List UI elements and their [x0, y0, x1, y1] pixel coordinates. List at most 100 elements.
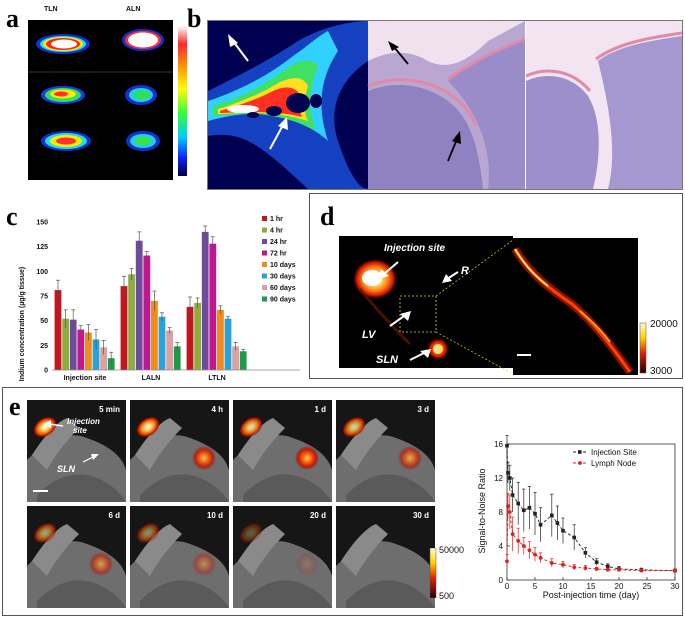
legend-swatch	[262, 273, 267, 279]
y-tick-label: 75	[40, 294, 48, 301]
y-tick-label: 150	[36, 220, 48, 227]
bar-24-hr	[135, 240, 143, 370]
legend-entry: 24 hr	[270, 239, 287, 246]
y-tick-label: 12	[494, 474, 503, 483]
col-label-aln: ALN	[126, 6, 141, 13]
data-point	[527, 548, 532, 553]
x-tick-label: 15	[587, 582, 596, 591]
time-tile: 30 d	[336, 506, 435, 608]
bar-1-hr	[186, 306, 194, 370]
data-point	[527, 505, 532, 510]
data-point	[555, 521, 560, 525]
data-point	[505, 559, 509, 564]
data-point	[583, 551, 588, 555]
data-point	[507, 510, 512, 514]
data-point	[522, 508, 526, 513]
bar-60-days	[100, 347, 107, 370]
snr-line-chart: Signal-to-Noise Ratio Post-injection tim…	[477, 435, 680, 600]
x-tick-label: 0	[505, 582, 510, 591]
label-lv: LV	[362, 329, 376, 341]
data-point	[561, 528, 565, 533]
bar-10-days	[217, 309, 224, 370]
data-point	[506, 504, 510, 508]
bar-30-days	[224, 318, 232, 370]
panel-letter-e: e	[9, 392, 21, 421]
data-point	[521, 544, 526, 548]
col-label-tln: TLN	[44, 6, 58, 13]
bar-90-days	[107, 358, 115, 370]
data-point	[510, 493, 515, 497]
time-label: 3 d	[417, 405, 429, 414]
bar-90-days	[173, 346, 181, 370]
y-tick-label: 125	[36, 244, 48, 251]
legend-entry: 72 hr	[270, 251, 287, 258]
data-point	[538, 556, 543, 560]
y-tick-label: 100	[36, 269, 48, 276]
indium-bar-chart: Indium concentration (µg/g tissue) 0 25 50…	[19, 216, 300, 382]
injection-line-2: site	[73, 426, 87, 435]
bar-30-days	[158, 316, 166, 370]
time-label: 20 d	[309, 511, 326, 520]
time-label: 10 d	[206, 511, 223, 520]
legend-marker	[578, 461, 582, 465]
data-point	[617, 567, 621, 572]
data-point	[639, 568, 644, 573]
data-point	[550, 513, 554, 518]
y-tick-label: 50	[40, 318, 48, 325]
e-scale-max-label: 50000	[439, 545, 465, 555]
legend-swatch	[262, 227, 267, 233]
x-tick-label: 30	[671, 582, 680, 591]
bar-60-days	[232, 346, 239, 370]
time-tile: 6 d	[27, 506, 126, 608]
x-tick-label: 10	[559, 582, 568, 591]
panel-b	[207, 20, 683, 190]
bar-1-hr	[120, 286, 128, 370]
data-point	[533, 552, 537, 557]
category-label: LALN	[142, 375, 161, 382]
time-label: 4 h	[211, 405, 223, 414]
label-injection-site: Injection site	[384, 243, 446, 254]
data-point	[516, 501, 520, 506]
data-point	[572, 535, 576, 540]
series-line	[506, 505, 675, 572]
panel-c: Indium concentration (µg/g tissue) 0 25 50…	[0, 196, 310, 386]
panel-e: e 5 min Injection site SLN 4 h 1 d 3 d 6 d 10 d 2…	[2, 387, 683, 616]
panel-letter-a: a	[6, 4, 19, 33]
legend-entry: 30 days	[270, 274, 296, 281]
time-label: 6 d	[108, 511, 120, 520]
data-point	[605, 567, 610, 572]
label-sln: SLN	[376, 354, 398, 366]
bar-60-days	[166, 330, 173, 370]
bar-4-hr	[128, 274, 135, 370]
panel-letter-d: d	[320, 202, 335, 231]
data-point	[572, 565, 577, 570]
legend-swatch	[262, 216, 267, 221]
time-label: 30 d	[412, 511, 429, 520]
y-axis-label: Indium concentration (µg/g tissue)	[19, 267, 26, 381]
panel-letter-b: b	[187, 4, 202, 33]
data-point	[510, 532, 515, 536]
time-label: 5 min	[99, 405, 120, 414]
time-tile: 4 h	[130, 400, 229, 502]
bar-4-hr	[62, 318, 69, 370]
lymph-node-fluorescence-images	[28, 20, 187, 180]
label-sln: SLN	[57, 464, 75, 474]
time-tile: 10 d	[130, 506, 229, 608]
x-tick-label: 5	[533, 582, 538, 591]
data-point	[583, 566, 588, 570]
y-tick-label: 0	[499, 576, 504, 585]
e-scale-min-label: 500	[439, 591, 455, 601]
panel-a: TLN ALN	[28, 6, 198, 180]
time-tile: 3 d	[336, 400, 435, 502]
bar-10-days	[151, 300, 158, 370]
legend-swatch	[262, 296, 267, 302]
legend-entry: 10 days	[270, 262, 296, 269]
data-point	[516, 539, 521, 543]
label-r: R	[461, 265, 469, 277]
data-point	[505, 443, 509, 448]
histology-images	[208, 21, 682, 189]
y-tick-label: 0	[44, 368, 48, 375]
e-scale-bar	[429, 548, 437, 598]
legend-swatch	[262, 262, 267, 267]
data-point	[594, 560, 599, 564]
